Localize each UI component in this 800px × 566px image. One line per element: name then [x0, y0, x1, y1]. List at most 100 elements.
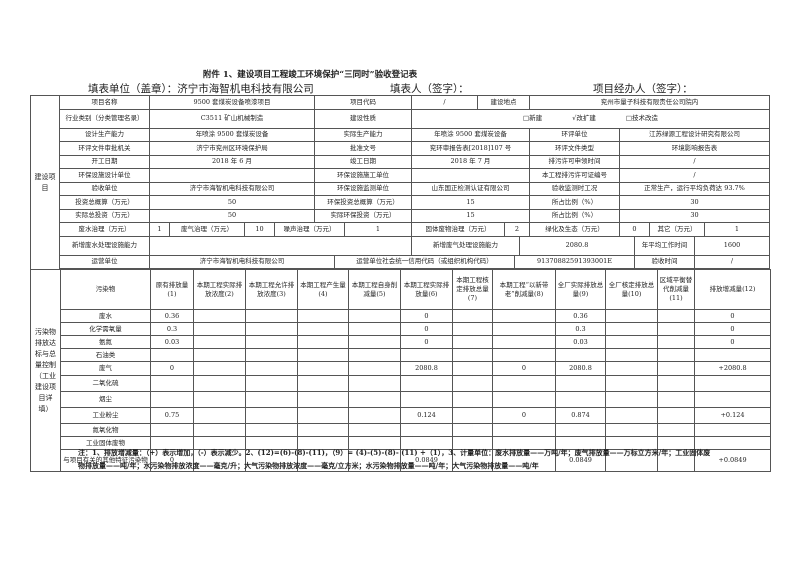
cell-value [348, 348, 401, 362]
cell-value: +2080.8 [694, 361, 771, 376]
cell-value: 0 [694, 309, 771, 323]
column-header: 排放增减量(12) [694, 269, 771, 310]
table-row: 石油类 [31, 348, 771, 362]
cell-value [193, 407, 246, 424]
section-label: 建设项目 [31, 96, 60, 269]
column-header: 原有排放量(1) [150, 269, 194, 310]
cell-value [605, 407, 658, 424]
table-row: 烟尘 [31, 391, 771, 408]
label: 环评文件类型 [530, 142, 620, 155]
cell-value [657, 348, 695, 362]
value: 1 [734, 224, 740, 233]
column-header: 本期工程实际排放量(6) [400, 269, 453, 310]
value [150, 169, 315, 182]
cell-value [150, 348, 194, 362]
value: 济宁市海智机电科技有限公司 [150, 182, 315, 195]
cell-value [452, 335, 493, 349]
value [412, 169, 530, 182]
cell-value [452, 309, 493, 323]
cell-value [452, 361, 493, 376]
filler-signature: 填表人（签字）： [390, 83, 469, 95]
cell-value [555, 348, 606, 362]
label: 开工日期 [60, 155, 150, 168]
value: 兖州市量子科技有限责任公司院内 [600, 97, 699, 106]
label: 实际生产能力 [315, 128, 412, 141]
cell-value [492, 322, 556, 336]
label: 环保设施设计单位 [60, 169, 150, 182]
table-row: 实际总投资（万元） 50 实际环保投资（万元） 15 所占比例（%） 30 [60, 209, 769, 223]
label: 年平均工作时间 [635, 236, 695, 255]
cell-value [605, 348, 658, 362]
column-header: 本期工程核定排放总量(7) [452, 269, 493, 310]
label: 环评文件审批机关 [60, 142, 150, 155]
label: 新增废水处理设施能力 [60, 236, 150, 255]
cell-value [193, 335, 246, 349]
cell-value [555, 423, 606, 437]
cell-value [297, 375, 349, 392]
cell-value [297, 423, 349, 437]
cell-value [400, 391, 453, 408]
value: 91370882591393001E [515, 255, 635, 268]
value: 2018 年 7 月 [412, 155, 530, 168]
cell-value [348, 375, 401, 392]
cell-value [245, 423, 298, 437]
cell-value [245, 375, 298, 392]
value: 15 [412, 209, 530, 222]
registration-form: 建设项目 项目名称 9500 套煤炭设备喷漆项目 项目代码 / 建设地点 兖州市… [30, 95, 771, 472]
cell-value [400, 348, 453, 362]
label: 新增废气处理设施能力 [412, 236, 520, 255]
cell-value [348, 423, 401, 437]
cell-value [348, 322, 401, 336]
cell-value: 0 [400, 322, 453, 336]
checkbox-expand[interactable]: √改扩建 [572, 114, 596, 122]
note-line: 注：1、排放增减量：（+）表示增加，（-）表示减少。2、(12)=(6)-(8)… [78, 448, 711, 457]
cell-value [245, 407, 298, 424]
cell-value [297, 335, 349, 349]
cell-value [297, 391, 349, 408]
cell-value [193, 375, 246, 392]
checkbox-tech[interactable]: □技术改造 [625, 114, 658, 122]
cell-value [492, 391, 556, 408]
table-row: 行业类别（分类管理名录） C3511 矿山机械制造 建设性质 □新建 √改扩建 … [60, 109, 769, 129]
value: 9500 套煤炭设备喷漆项目 [150, 96, 315, 109]
cell-value [297, 361, 349, 376]
label: 验收时间 [635, 255, 695, 268]
value: 30 [690, 211, 699, 220]
cell-value [245, 322, 298, 336]
cell-value: 0 [694, 322, 771, 336]
cell-value [694, 375, 771, 392]
pollutant-name: 烟尘 [60, 391, 151, 408]
value: 年喷涂 9500 套煤炭设备 [412, 128, 530, 141]
checkbox-new[interactable]: □新建 [523, 114, 543, 122]
pollutant-name: 工业粉尘 [60, 407, 151, 424]
label: 绿化及生态（万元） [530, 223, 620, 236]
cell-value: 0 [694, 335, 771, 349]
value: 2 [505, 223, 530, 236]
label: 废水治理（万元） [60, 223, 150, 236]
cell-value: 0.75 [150, 407, 194, 424]
column-header: 本期工程实际排放浓度(2) [193, 269, 246, 310]
cell-value [245, 335, 298, 349]
cell-value: 2080.8 [555, 361, 606, 376]
cell-value [605, 335, 658, 349]
label: 实际总投资（万元） [60, 209, 150, 222]
label: 所占比例（%） [530, 196, 620, 209]
table-row: 工业粉尘 0.75 0.124 0 0.874 +0.124 [31, 407, 771, 424]
pollutant-name: 氮氧化物 [60, 423, 151, 437]
pollutant-name: 氨氮 [60, 335, 151, 349]
note-line: 物排放量——吨/年；水污染物排放浓度——毫克/升；大气污染物排放浓度——毫克/立… [78, 461, 539, 470]
label: 投资总概算（万元） [60, 196, 150, 209]
cell-value [694, 348, 771, 362]
cell-value [605, 391, 658, 408]
cell-value [657, 322, 695, 336]
cell-value [348, 361, 401, 376]
label: 其它（万元） [650, 223, 705, 236]
table-row: 验收单位 济宁市海智机电科技有限公司 环保设施监测单位 山东国正检测认证有限公司… [60, 182, 769, 196]
table-row: 设计生产能力 年喷涂 9500 套煤炭设备 实际生产能力 年喷涂 9500 套煤… [60, 128, 769, 142]
cell-value [555, 391, 606, 408]
table-row: 废水治理（万元） 1 废气治理（万元） 10 噪声治理（万元） 1 固体废物治理… [60, 223, 769, 237]
table-row: 投资总概算（万元） 50 环保投资总概算（万元） 15 所占比例（%） 30 [60, 196, 769, 210]
value: 济宁市兖州区环境保护局 [150, 142, 315, 155]
table-row: 与项目有关的其他特征污染物 0 0.0849 0.0849 +0.0849 [31, 449, 771, 472]
cell-value [150, 391, 194, 408]
